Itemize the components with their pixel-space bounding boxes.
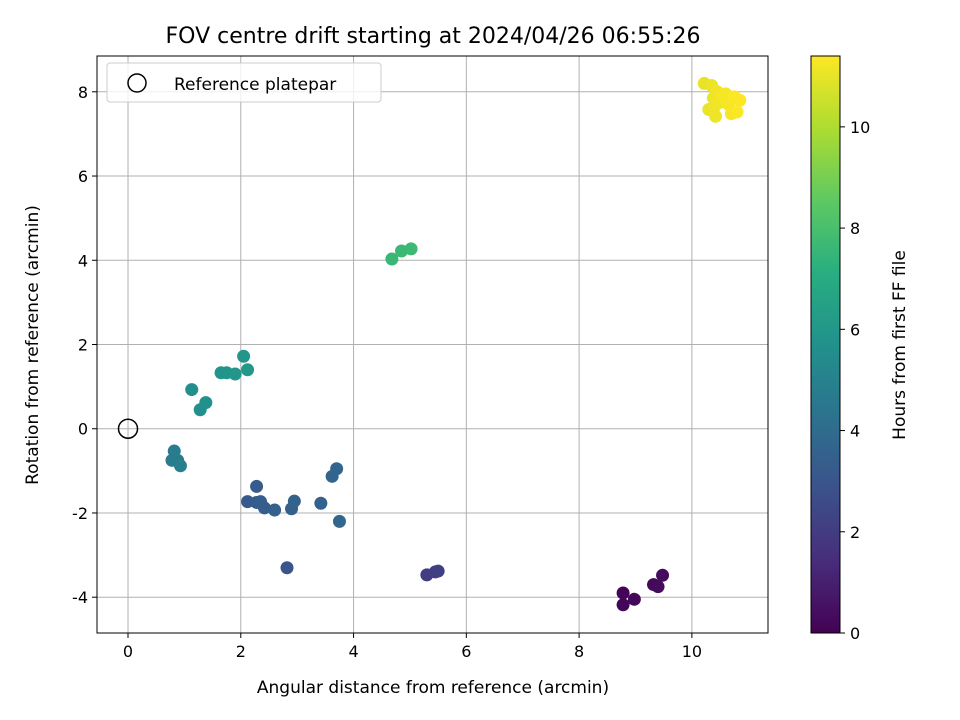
data-point bbox=[287, 494, 301, 508]
axes: 0 2 4 6 8 10 -4 -2 0 2 4 6 8 bbox=[72, 55, 769, 661]
colorbar-gradient bbox=[810, 55, 841, 634]
data-point bbox=[228, 367, 242, 381]
plot-frame bbox=[96, 55, 769, 634]
y-tick-label: -4 bbox=[72, 588, 88, 607]
y-tick-label: 8 bbox=[78, 83, 88, 102]
y-tick-label: 4 bbox=[78, 251, 88, 270]
x-tick-label: 6 bbox=[461, 642, 471, 661]
data-point bbox=[651, 580, 665, 594]
data-point bbox=[616, 586, 630, 600]
data-point bbox=[709, 109, 723, 123]
y-tick-label: 6 bbox=[78, 167, 88, 186]
x-tick-label: 10 bbox=[682, 642, 702, 661]
data-point bbox=[730, 105, 744, 119]
colorbar-tick-label: 8 bbox=[850, 219, 860, 238]
data-points bbox=[165, 76, 747, 612]
data-point bbox=[314, 496, 328, 510]
legend-box bbox=[106, 62, 382, 103]
data-point bbox=[268, 503, 282, 517]
x-tick-label: 4 bbox=[348, 642, 358, 661]
reference-platepar-marker bbox=[117, 418, 139, 439]
data-point bbox=[185, 383, 199, 397]
data-point bbox=[385, 252, 399, 266]
data-point bbox=[250, 479, 264, 493]
data-point bbox=[656, 568, 670, 582]
data-point bbox=[257, 501, 271, 515]
legend-label-reference-platepar: Reference platepar bbox=[174, 75, 336, 95]
data-point bbox=[241, 363, 255, 377]
reference-marker-layer bbox=[117, 418, 139, 439]
x-tick-label: 2 bbox=[236, 642, 246, 661]
y-tick-label: -2 bbox=[72, 504, 88, 523]
colorbar-tick-label: 4 bbox=[850, 422, 860, 441]
data-point bbox=[404, 242, 418, 256]
colorbar-label: Hours from first FF file bbox=[890, 250, 910, 440]
x-tick-label: 8 bbox=[574, 642, 584, 661]
legend-open-circle-icon bbox=[127, 73, 147, 93]
data-point bbox=[733, 93, 747, 107]
y-axis-label: Rotation from reference (arcmin) bbox=[23, 205, 43, 485]
y-tick-label: 2 bbox=[78, 336, 88, 355]
x-tick-label: 0 bbox=[123, 642, 133, 661]
colorbar-tick-label: 0 bbox=[850, 624, 860, 643]
colorbar: 0 2 4 6 8 10 Hours from first FF file bbox=[810, 55, 910, 643]
data-point bbox=[332, 514, 346, 528]
data-point bbox=[199, 396, 213, 410]
data-point bbox=[173, 459, 187, 473]
colorbar-ticks: 0 2 4 6 8 10 bbox=[840, 118, 870, 643]
colorbar-tick-label: 10 bbox=[850, 118, 870, 137]
data-point bbox=[280, 561, 294, 575]
data-point bbox=[431, 564, 445, 578]
y-tick-label: 0 bbox=[78, 420, 88, 439]
data-point bbox=[330, 462, 344, 476]
grid bbox=[97, 56, 768, 633]
data-point bbox=[237, 349, 251, 363]
legend: Reference platepar bbox=[106, 62, 382, 103]
colorbar-tick-label: 6 bbox=[850, 320, 860, 339]
colorbar-tick-label: 2 bbox=[850, 523, 860, 542]
data-point bbox=[627, 592, 641, 606]
data-point bbox=[616, 598, 630, 612]
chart-title: FOV centre drift starting at 2024/04/26 … bbox=[166, 24, 701, 49]
x-axis-label: Angular distance from reference (arcmin) bbox=[257, 678, 609, 698]
